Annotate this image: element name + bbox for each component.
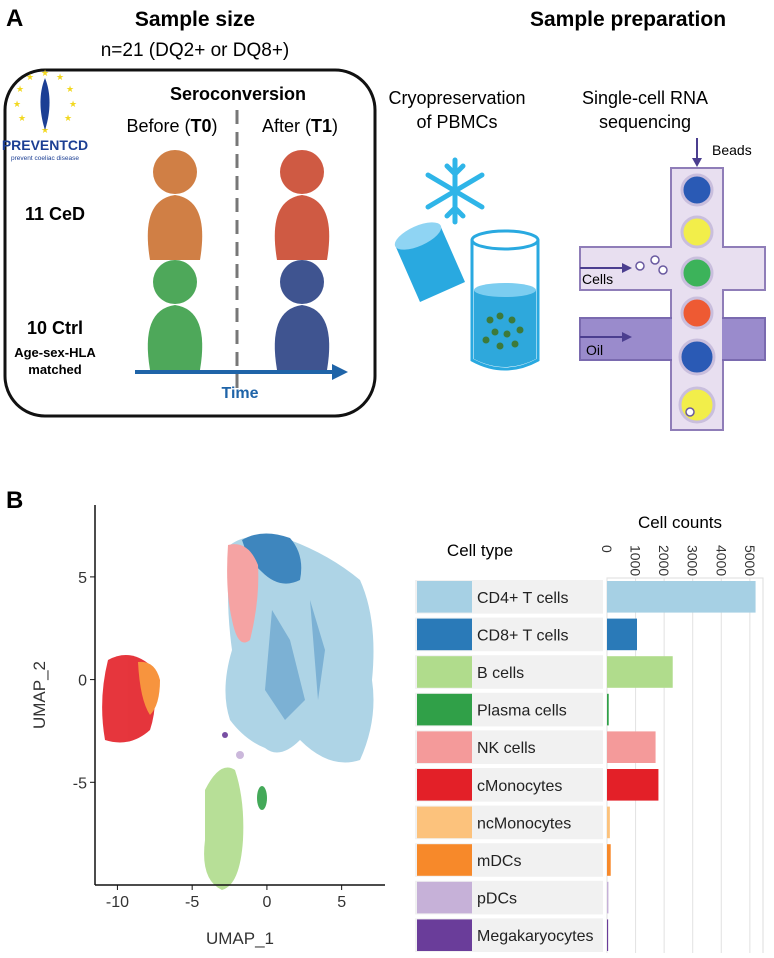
x-tick-label: 0 [599,545,615,553]
annotation: Cells [582,271,613,287]
svg-text:★: ★ [69,99,77,109]
sample-n: n=21 (DQ2+ or DQ8+) [101,40,290,61]
group-label: 11 CeD [25,204,85,224]
heading: Sample size [135,8,255,31]
svg-text:★: ★ [18,113,26,123]
svg-text:★: ★ [13,99,21,109]
y-tick-label: 0 [78,673,87,690]
bar [607,769,659,801]
timepoint: Before (T0) [126,116,217,136]
cryo-tube [394,222,540,371]
x-tick-label: 4000 [713,545,729,576]
legend-label: cMonocytes [477,778,562,795]
logo-subtext: prevent coeliac disease [11,155,79,162]
legend-label: ncMonocytes [477,815,571,832]
y-axis-label: UMAP_2 [30,661,49,729]
legend-swatch [417,806,472,839]
y-tick-label: 5 [78,570,87,587]
group-note: matched [28,362,82,377]
bar [607,844,611,876]
text: After ( [262,116,311,136]
svg-text:★: ★ [64,113,72,123]
legend-swatch [417,693,472,726]
x-tick-label: 2000 [656,545,672,576]
legend-label: pDCs [477,891,517,908]
snowflake [425,157,485,225]
step-label: Single-cell RNA [582,88,708,108]
svg-text:★: ★ [66,84,74,94]
panel-label: A [6,5,23,32]
cohort-box [3,68,377,418]
legend-title: Cell type [447,541,513,560]
legend-swatch [417,769,472,801]
step-label: sequencing [599,112,691,132]
step-label: of PBMCs [416,112,497,132]
logo: ★★★★★ ★★★★★ PREVENTCD prevent coeliac di… [2,68,88,162]
legend-swatch [417,919,472,951]
x-tick-label: 5 [337,894,346,911]
bar [607,656,673,688]
legend-swatch [417,581,472,613]
group-label: 10 Ctrl [27,318,83,338]
text: ) [332,116,338,136]
bar [607,806,610,839]
y-tick-label: -5 [73,775,87,792]
annotation: Beads [712,142,752,158]
legend-swatch [417,881,472,914]
legend-label: Megakaryocytes [477,928,594,945]
legend-label: CD4+ T cells [477,590,568,607]
legend-label: CD8+ T cells [477,627,568,644]
svg-text:★: ★ [26,72,34,82]
umap-clusters [102,533,374,890]
annotation: Oil [586,342,603,358]
legend-label: B cells [477,665,524,682]
bar [607,881,609,914]
bar [607,693,609,726]
arrow-head [332,364,348,380]
svg-text:★: ★ [41,68,49,78]
x-tick-label: 5000 [742,545,758,576]
x-tick-label: 3000 [685,545,701,576]
x-tick-label: 0 [262,894,271,911]
legend-swatch [417,618,472,651]
legend-label: NK cells [477,740,536,757]
legend-swatch [417,731,472,763]
text: T0 [191,116,212,136]
bar [607,731,656,763]
text: T1 [311,116,332,136]
people [147,150,330,370]
bar [607,618,637,651]
timepoint: After (T1) [262,116,338,136]
chart-title: Cell counts [638,513,722,532]
legend-swatch [417,844,472,876]
text: Before ( [126,116,190,136]
logo-text: PREVENTCD [2,137,88,153]
microfluidics [579,138,766,431]
x-tick-label: -5 [185,894,199,911]
svg-text:★: ★ [16,84,24,94]
group-note: Age-sex-HLA [14,345,96,360]
step-label: Cryopreservation [388,88,525,108]
bar [607,919,609,951]
axis-label: Time [221,385,258,402]
panel-label: B [6,487,23,514]
svg-text:★: ★ [56,72,64,82]
legend-label: mDCs [477,853,521,870]
heading: Sample preparation [530,8,726,31]
x-tick-label: -10 [106,894,129,911]
legend-swatch [417,656,472,688]
legend-label: Plasma cells [477,703,567,720]
text: ) [212,116,218,136]
heading: Seroconversion [170,84,306,104]
bar [607,581,756,613]
x-axis-label: UMAP_1 [206,929,274,948]
x-tick-label: 1000 [628,545,644,576]
